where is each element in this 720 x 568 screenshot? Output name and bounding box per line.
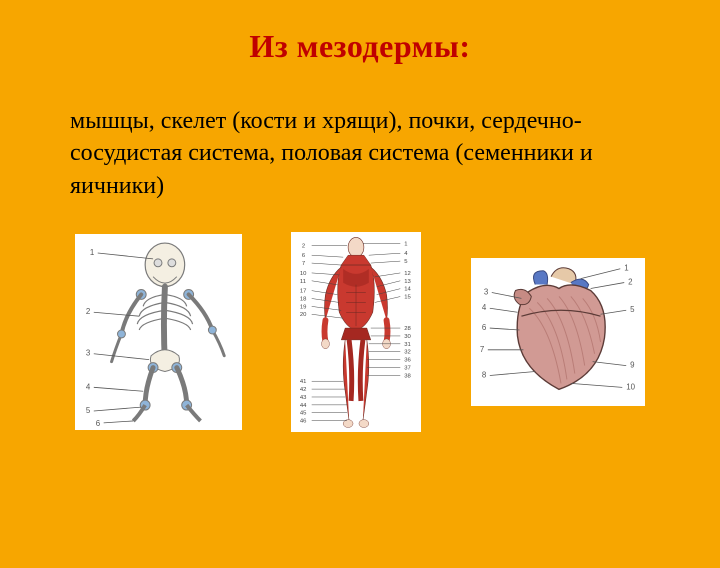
svg-text:2: 2: [86, 307, 90, 316]
page-title: Из мезодермы:: [0, 28, 720, 65]
svg-text:5: 5: [86, 406, 91, 415]
svg-text:2: 2: [302, 243, 305, 249]
heart-illustration-icon: 1 2 3 4 5 6 7 8 9 10: [472, 258, 644, 406]
svg-text:10: 10: [626, 383, 635, 392]
svg-text:37: 37: [405, 366, 412, 372]
svg-text:10: 10: [300, 271, 307, 277]
svg-text:6: 6: [96, 419, 101, 428]
svg-text:8: 8: [482, 371, 487, 380]
svg-text:17: 17: [300, 289, 307, 295]
svg-text:4: 4: [482, 303, 487, 312]
svg-text:43: 43: [300, 395, 307, 401]
svg-text:1: 1: [405, 242, 408, 248]
svg-text:46: 46: [300, 419, 307, 425]
svg-text:5: 5: [630, 305, 635, 314]
svg-text:1: 1: [624, 264, 628, 273]
figure-muscles: 267 101117 181920 414243 444546 145 1213…: [291, 232, 421, 432]
svg-text:44: 44: [300, 403, 307, 409]
svg-text:30: 30: [405, 334, 412, 340]
svg-text:32: 32: [405, 350, 412, 356]
svg-text:11: 11: [300, 279, 306, 285]
svg-text:42: 42: [300, 387, 307, 393]
figure-skeleton: 1 2 3 4 5 6: [75, 234, 242, 430]
svg-text:15: 15: [405, 295, 412, 301]
figure-heart: 1 2 3 4 5 6 7 8 9 10: [471, 258, 645, 406]
svg-text:41: 41: [300, 379, 307, 385]
svg-text:9: 9: [630, 361, 635, 370]
svg-text:38: 38: [405, 373, 412, 379]
svg-text:14: 14: [405, 287, 412, 293]
svg-text:7: 7: [480, 345, 484, 354]
svg-text:12: 12: [405, 271, 412, 277]
svg-text:2: 2: [628, 278, 632, 287]
svg-text:20: 20: [300, 312, 307, 318]
svg-text:7: 7: [302, 261, 305, 267]
svg-text:3: 3: [86, 349, 91, 358]
svg-text:13: 13: [405, 279, 412, 285]
svg-text:4: 4: [86, 382, 91, 391]
svg-text:6: 6: [482, 323, 487, 332]
svg-text:28: 28: [405, 326, 412, 332]
svg-text:36: 36: [405, 358, 412, 364]
svg-text:1: 1: [90, 248, 94, 257]
svg-text:45: 45: [300, 411, 307, 417]
svg-text:19: 19: [300, 305, 307, 311]
body-paragraph: мышцы, скелет (кости и хрящи), почки, се…: [70, 105, 650, 202]
svg-text:3: 3: [484, 288, 489, 297]
svg-text:18: 18: [300, 297, 307, 303]
skeleton-illustration-icon: 1 2 3 4 5 6: [76, 234, 241, 430]
muscles-illustration-icon: 267 101117 181920 414243 444546 145 1213…: [292, 232, 420, 432]
figure-row: 1 2 3 4 5 6: [60, 232, 660, 432]
svg-text:31: 31: [405, 342, 412, 348]
